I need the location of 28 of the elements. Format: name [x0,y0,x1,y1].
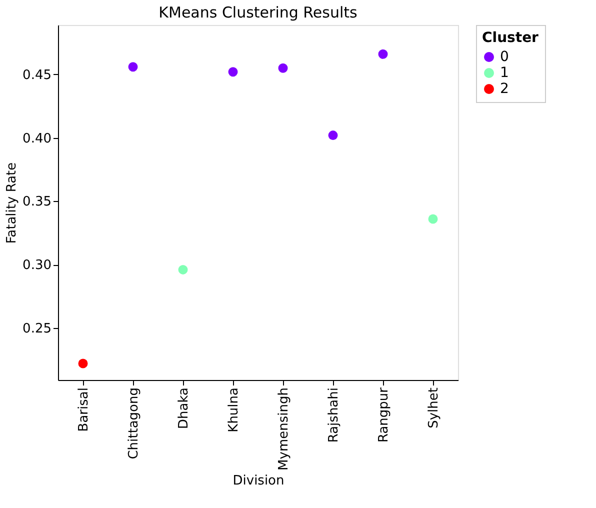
legend-label: 1 [500,65,509,81]
x-tick-label: Rangpur [376,386,392,443]
point [278,63,288,73]
point [228,67,238,77]
point [428,214,438,224]
y-axis-title: Fatality Rate [4,162,20,244]
point [378,49,388,59]
point [78,358,88,368]
legend-label: 0 [500,49,509,65]
x-tick-label: Barisal [76,388,92,432]
legend-title: Cluster [482,30,539,46]
x-tick-label: Khulna [226,388,242,432]
point [178,264,188,274]
x-axis-title: Division [232,473,284,488]
y-tick-label: 0.25 [22,322,52,337]
y-tick-label: 0.45 [22,68,52,83]
y-tick-label: 0.35 [22,194,52,210]
y-tick-label: 0.40 [22,131,52,146]
x-tick-label: Rajshahi [326,388,342,443]
x-tick-label: Dhaka [176,388,192,429]
chart-title: KMeans Clustering Results [158,4,358,22]
x-tick-label: Sylhet [426,388,442,428]
x-tick-label: Mymensingh [276,388,292,470]
point [328,130,338,140]
x-tick-label: Chittagong [126,388,142,460]
y-tick-label: 0.30 [22,258,52,274]
point [128,62,138,72]
legend-label: 2 [500,81,509,97]
